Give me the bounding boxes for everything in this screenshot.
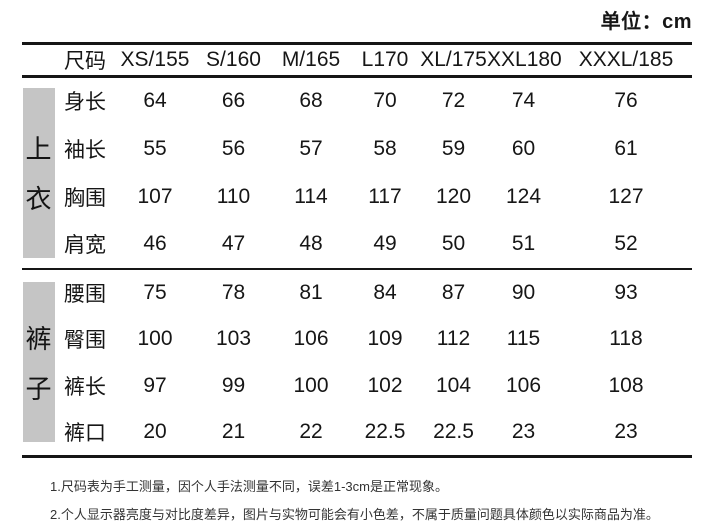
cell-value: 102	[367, 374, 403, 397]
cell-value: 124	[505, 184, 542, 208]
table-row: 胸围 107 110 114 117 120 124 127	[22, 173, 692, 221]
cell-value: 50	[420, 220, 487, 270]
cell-value: 56	[221, 136, 246, 160]
cell-value: 100	[137, 327, 173, 350]
cell-value: 68	[299, 89, 323, 113]
section-cell-pants: 裤 子	[22, 268, 55, 458]
cell-value: 109	[367, 327, 403, 350]
section-cell-tops: 上 衣	[22, 76, 55, 270]
cell-value: 64	[143, 89, 167, 113]
cell-value: 97	[143, 374, 167, 397]
cell-value: 48	[272, 220, 350, 270]
size-header-xxxl: XXXL/185	[560, 42, 692, 78]
cell-value: 127	[608, 184, 644, 208]
cell-value: 66	[221, 89, 246, 113]
note-line-1: 1.尺码表为手工测量，因个人手法测量不同，误差1-3cm是正常现象。	[50, 479, 448, 494]
cell-value: 115	[506, 327, 541, 350]
size-column-header: 尺码	[55, 42, 115, 78]
size-header-s: S/160	[195, 42, 272, 78]
cell-value: 108	[608, 374, 644, 397]
table-row: 上 衣 身长 64 66 68 70 72 74 76	[22, 76, 692, 270]
cell-value: 114	[294, 184, 328, 208]
cell-value: 78	[221, 280, 246, 304]
section-char: 裤	[25, 323, 52, 354]
cell-value: 22	[272, 409, 350, 458]
cell-value: 93	[614, 280, 638, 304]
size-header-m: M/165	[272, 42, 350, 78]
size-header-xl: XL/175	[420, 42, 487, 78]
section-tops: 上 衣 身长 64 66 68 70 72 74 76 袖长 55 56 57 …	[22, 76, 692, 270]
cell-value: 20	[115, 409, 195, 458]
size-header-xxl: XXL180	[487, 42, 562, 78]
cell-value: 87	[441, 280, 466, 304]
cell-value: 23	[560, 409, 692, 458]
cell-value: 118	[609, 327, 643, 350]
section-char: 子	[25, 373, 52, 404]
cell-value: 55	[143, 136, 167, 160]
cell-value: 23	[487, 409, 560, 458]
cell-value: 21	[195, 409, 272, 458]
row-label: 腰围	[64, 282, 106, 306]
cell-value: 81	[299, 280, 323, 304]
cell-value: 60	[511, 136, 536, 160]
table-row: 袖长 55 56 57 58 59 60 61	[22, 125, 692, 173]
cell-value: 57	[299, 136, 323, 160]
table-row: 裤 子 腰围 75 78 81 84 87 90 93	[22, 268, 692, 458]
cell-value: 46	[115, 220, 195, 270]
row-label: 裤口	[55, 409, 115, 458]
size-header-l: L170	[350, 42, 420, 78]
cell-value: 99	[221, 374, 246, 397]
section-char: 衣	[25, 184, 52, 215]
row-label: 肩宽	[55, 220, 115, 270]
row-label: 臀围	[64, 329, 106, 352]
header-corner-cell	[22, 42, 55, 78]
table-row: 裤长 97 99 100 102 104 106 108	[22, 363, 692, 410]
cell-value: 103	[215, 327, 252, 350]
cell-value: 117	[368, 184, 402, 208]
cell-value: 90	[511, 280, 536, 304]
cell-value: 22.5	[420, 409, 487, 458]
size-table: 尺码 XS/155 S/160 M/165 L170 XL/175 XXL180…	[22, 42, 692, 458]
cell-value: 75	[143, 280, 167, 304]
section-pants: 裤 子 腰围 75 78 81 84 87 90 93 臀围 100 103 1…	[22, 268, 692, 458]
cell-value: 59	[441, 136, 466, 160]
row-label: 胸围	[64, 186, 106, 210]
header-row: 尺码 XS/155 S/160 M/165 L170 XL/175 XXL180…	[22, 42, 692, 78]
section-label-pants: 裤 子	[22, 282, 55, 443]
table-row: 臀围 100 103 106 109 112 115 118	[22, 316, 692, 363]
cell-value: 107	[137, 184, 173, 208]
cell-value: 110	[216, 184, 251, 208]
cell-value: 106	[505, 374, 542, 397]
cell-value: 58	[373, 136, 397, 160]
cell-value: 70	[373, 89, 397, 113]
cell-value: 74	[511, 89, 536, 113]
section-label-tops: 上 衣	[22, 87, 55, 258]
note-line-2: 2.个人显示器亮度与对比度差异，图片与实物可能会有小色差，不属于质量问题具体颜色…	[50, 507, 659, 522]
row-label: 袖长	[64, 138, 106, 162]
row-label: 身长	[64, 91, 106, 115]
cell-value: 51	[487, 220, 560, 270]
section-char: 上	[25, 134, 52, 165]
cell-value: 47	[195, 220, 272, 270]
cell-value: 22.5	[350, 409, 420, 458]
cell-value: 120	[435, 184, 472, 208]
cell-value: 112	[436, 327, 471, 350]
cell-value: 106	[293, 327, 329, 350]
cell-value: 76	[614, 89, 638, 113]
cell-value: 84	[373, 280, 397, 304]
cell-value: 104	[435, 374, 472, 397]
unit-label: 单位：cm	[600, 11, 692, 33]
cell-value: 52	[560, 220, 692, 270]
cell-value: 100	[293, 374, 329, 397]
cell-value: 49	[350, 220, 420, 270]
size-header-xs: XS/155	[115, 42, 195, 78]
notes: 1.尺码表为手工测量，因个人手法测量不同，误差1-3cm是正常现象。 2.个人显…	[50, 478, 659, 532]
table-row: 肩宽 46 47 48 49 50 51 52	[22, 220, 692, 270]
table-row: 裤口 20 21 22 22.5 22.5 23 23	[22, 409, 692, 458]
cell-value: 61	[614, 136, 638, 160]
cell-value: 72	[441, 89, 466, 113]
row-label: 裤长	[64, 376, 106, 399]
